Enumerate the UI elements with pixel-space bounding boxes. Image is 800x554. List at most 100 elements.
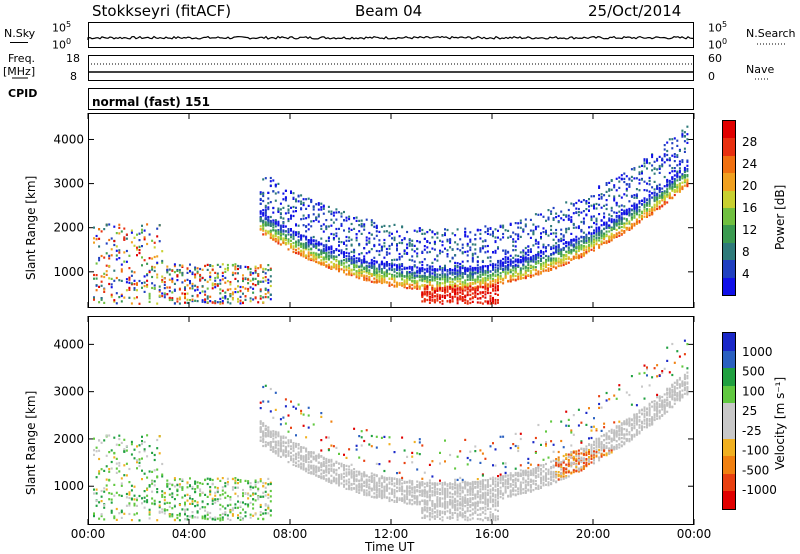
power-echo	[562, 242, 565, 245]
ground-scatter-echo	[396, 496, 398, 500]
power-echo	[492, 235, 494, 238]
power-echo	[418, 241, 421, 244]
power-echo	[481, 265, 484, 269]
power-echo	[310, 248, 313, 251]
power-echo	[456, 264, 459, 268]
power-echo	[461, 267, 464, 270]
ground-scatter-echo	[522, 477, 525, 480]
power-echo	[277, 182, 280, 185]
nsky-scale-bottom: 100	[52, 37, 72, 52]
power-echo	[383, 273, 386, 276]
ground-scatter-echo	[471, 480, 474, 484]
power-echo	[396, 272, 398, 275]
power-echo	[353, 268, 356, 271]
power-echo	[282, 233, 285, 236]
power-echo	[464, 279, 467, 282]
power-echo	[519, 221, 522, 225]
ground-scatter-echo	[459, 498, 462, 501]
power-echo	[489, 274, 492, 277]
velocity-echo	[375, 446, 378, 449]
power-echo	[297, 200, 300, 203]
power-echo	[514, 260, 517, 263]
power-echo	[401, 242, 404, 245]
power-echo	[552, 244, 555, 247]
velocity-colorbar	[722, 332, 736, 510]
power-echo	[577, 214, 580, 217]
power-echo	[267, 221, 270, 224]
ground-scatter-echo	[262, 438, 265, 441]
power-echo	[436, 236, 439, 239]
power-echo	[545, 247, 547, 250]
power-echo	[348, 264, 351, 267]
power-echo	[317, 202, 320, 205]
power-echo	[600, 231, 603, 234]
power-echo	[325, 257, 328, 260]
power-echo	[312, 258, 315, 261]
ground-scatter-echo	[312, 455, 315, 458]
velocity-echo	[557, 464, 560, 467]
power-echo	[469, 246, 472, 249]
power-echo	[582, 240, 585, 244]
power-echo	[441, 274, 444, 277]
ground-scatter-echo	[350, 469, 353, 472]
velocity-echo	[274, 391, 277, 394]
power-echo	[327, 263, 330, 266]
power-echo	[502, 270, 505, 273]
ground-scatter-echo	[348, 471, 351, 474]
power-echo	[388, 272, 391, 275]
power-echo	[391, 277, 393, 281]
ground-scatter-echo	[332, 470, 335, 473]
power-echo	[552, 247, 555, 250]
power-echo	[527, 269, 530, 272]
power-echo	[580, 256, 583, 259]
power-echo	[580, 245, 583, 248]
power-echo	[292, 232, 295, 235]
power-echo	[365, 239, 368, 242]
power-echo	[461, 260, 464, 263]
velocity-echo	[565, 471, 568, 474]
velocity-echo	[398, 471, 401, 474]
power-echo	[529, 236, 532, 239]
power-echo	[489, 233, 492, 236]
power-echo	[504, 268, 507, 271]
ground-scatter-echo	[471, 498, 474, 501]
ground-scatter-echo	[353, 482, 356, 485]
ground-scatter-echo	[494, 483, 497, 486]
ground-scatter-echo	[401, 485, 404, 489]
velocity-echo	[560, 475, 563, 478]
ground-scatter-echo	[550, 466, 553, 469]
power-echo	[421, 275, 424, 278]
power-echo	[426, 276, 429, 279]
power-echo	[360, 219, 363, 222]
ground-scatter-echo	[436, 498, 439, 501]
power-echo	[264, 177, 267, 180]
ground-scatter-echo	[582, 459, 585, 462]
velocity-colorbar-segment	[723, 438, 735, 457]
ground-scatter-echo	[363, 474, 366, 477]
ground-scatter-echo	[466, 499, 469, 503]
power-echo	[550, 257, 553, 260]
power-echo	[358, 277, 361, 280]
power-echo	[358, 224, 361, 227]
power-echo	[368, 241, 371, 244]
power-echo	[451, 271, 454, 274]
power-echo	[279, 231, 282, 234]
power-echo	[320, 202, 323, 205]
velocity-echo	[476, 478, 479, 481]
power-echo	[406, 272, 409, 275]
power-echo	[287, 219, 290, 223]
power-echo	[552, 232, 555, 235]
velocity-echo	[439, 462, 441, 465]
power-echo	[274, 185, 277, 188]
velocity-echo	[307, 426, 310, 429]
date-label: 25/Oct/2014	[588, 2, 682, 20]
ground-scatter-echo	[436, 501, 439, 504]
velocity-echo	[585, 453, 588, 457]
power-echo	[300, 242, 303, 245]
power-echo	[398, 267, 401, 270]
power-echo	[353, 272, 356, 275]
power-echo	[332, 238, 335, 241]
ground-scatter-echo	[292, 458, 295, 461]
ground-scatter-echo	[385, 483, 388, 486]
power-echo	[287, 211, 290, 214]
